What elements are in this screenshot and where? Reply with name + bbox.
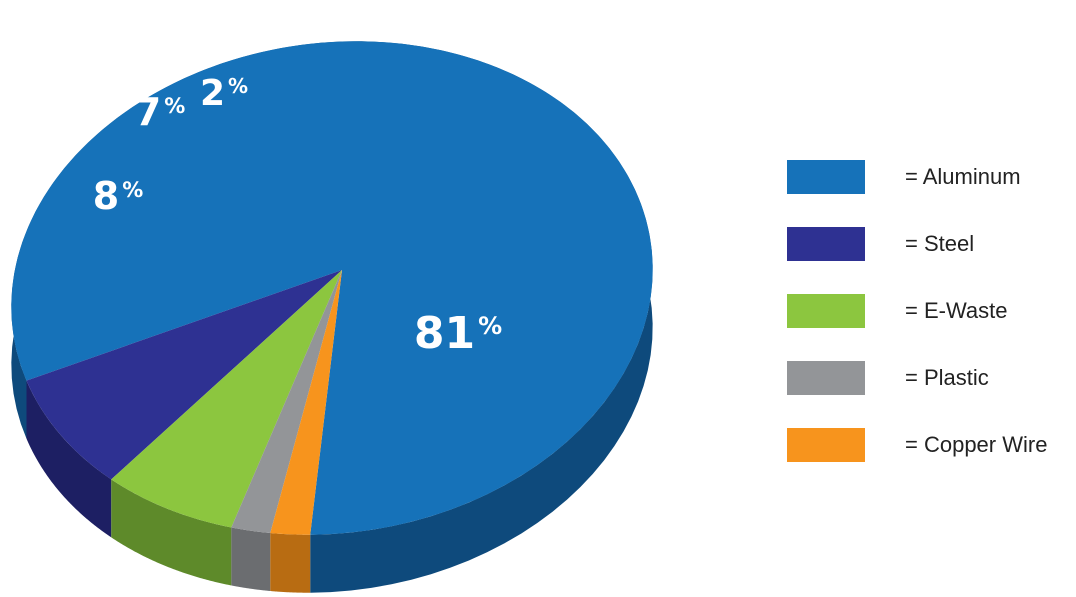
pie-slice-e-waste — [111, 270, 343, 528]
legend-swatch-steel — [787, 227, 865, 261]
pie-side-plastic — [231, 527, 271, 592]
pie-label-plastic: 2% — [200, 73, 248, 114]
legend-swatch-plastic — [787, 361, 865, 395]
pie-side-steel — [26, 380, 112, 538]
pie-labels: 81 % 8 % 7% 2 % 2% — [93, 18, 502, 359]
pie-side-copper-wire — [270, 533, 311, 593]
legend-label-plastic: = Plastic — [905, 365, 989, 390]
pie-label-aluminum: 81% — [414, 308, 502, 359]
pie-label-copper-wire: 2% — [212, 18, 260, 59]
pie-slice-copper-wire — [270, 270, 342, 535]
pie-label-e-waste: 7% — [135, 90, 186, 134]
legend-label-aluminum: = Aluminum — [905, 164, 1021, 189]
pie-tops — [11, 41, 653, 535]
legend-swatch-copper-wire — [787, 428, 865, 462]
pie-side-e-waste — [111, 479, 232, 586]
pie-slice-steel — [26, 270, 342, 480]
legend-swatch-e-waste — [787, 294, 865, 328]
legend-label-copper-wire: = Copper Wire — [905, 432, 1048, 457]
pie-slice-plastic — [231, 270, 342, 534]
pie-sides — [11, 41, 653, 593]
legend-swatch-aluminum — [787, 160, 865, 194]
legend-label-steel: = Steel — [905, 231, 975, 256]
pie-label-steel: 8% — [93, 174, 144, 218]
legend-label-e-waste: = E-Waste — [905, 298, 1008, 323]
pie-slice-aluminum — [11, 41, 653, 535]
